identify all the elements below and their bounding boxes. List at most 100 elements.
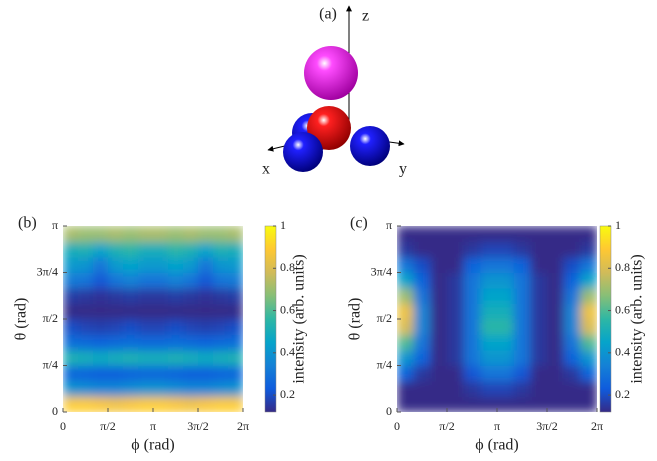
colorbar-tick-label: 0.2 bbox=[615, 387, 630, 401]
heat-cell bbox=[63, 381, 79, 397]
heat-cell bbox=[123, 242, 139, 258]
heat-cell bbox=[78, 288, 94, 304]
x-tick-label: 3π/2 bbox=[536, 419, 557, 433]
heat-cell bbox=[183, 304, 199, 320]
heat-cell bbox=[480, 366, 497, 382]
heat-cell bbox=[447, 319, 464, 335]
heat-cell bbox=[397, 226, 414, 242]
heat-cell bbox=[580, 335, 597, 351]
heat-cell bbox=[213, 273, 229, 289]
heat-cell bbox=[447, 273, 464, 289]
heat-cell bbox=[480, 257, 497, 273]
heat-cell bbox=[430, 257, 447, 273]
heat-cell bbox=[397, 335, 414, 351]
heat-cell bbox=[397, 350, 414, 366]
heat-cell bbox=[108, 319, 124, 335]
axis-label: y bbox=[399, 161, 407, 178]
heat-cell bbox=[480, 288, 497, 304]
colorbar-tick-label: 1 bbox=[615, 218, 621, 232]
heat-cell bbox=[564, 350, 581, 366]
heat-cell bbox=[123, 381, 139, 397]
heat-cell bbox=[447, 257, 464, 273]
heat-cell bbox=[78, 350, 94, 366]
heat-cell bbox=[93, 366, 109, 382]
heat-cell bbox=[497, 397, 514, 413]
heat-cell bbox=[530, 288, 547, 304]
heat-cell bbox=[514, 381, 531, 397]
heat-cell bbox=[547, 226, 564, 242]
heat-cell bbox=[168, 242, 184, 258]
heat-cell bbox=[547, 273, 564, 289]
heat-cell bbox=[228, 319, 244, 335]
colorbar bbox=[600, 226, 611, 412]
heatmap bbox=[397, 226, 598, 413]
heat-cell bbox=[93, 319, 109, 335]
heat-cell bbox=[198, 304, 214, 320]
heat-cell bbox=[414, 257, 431, 273]
heat-cell bbox=[153, 319, 169, 335]
heat-cell bbox=[580, 350, 597, 366]
heat-cell bbox=[547, 397, 564, 413]
heat-cell bbox=[153, 273, 169, 289]
heat-cell bbox=[480, 335, 497, 351]
heat-cell bbox=[580, 273, 597, 289]
x-axis-label: ϕ (rad) bbox=[131, 437, 175, 454]
heat-cell bbox=[213, 350, 229, 366]
heat-cell bbox=[78, 381, 94, 397]
heat-cell bbox=[530, 304, 547, 320]
heat-cell bbox=[464, 381, 481, 397]
heat-cell bbox=[480, 350, 497, 366]
heat-cell bbox=[564, 304, 581, 320]
heat-cell bbox=[480, 397, 497, 413]
heat-cell bbox=[464, 226, 481, 242]
x-tick-label: π bbox=[150, 419, 156, 433]
heat-cell bbox=[547, 350, 564, 366]
heat-cell bbox=[168, 273, 184, 289]
heat-cell bbox=[168, 226, 184, 242]
heat-cell bbox=[168, 288, 184, 304]
heat-cell bbox=[464, 257, 481, 273]
x-tick-label: 2π bbox=[237, 419, 249, 433]
heat-cell bbox=[63, 397, 79, 413]
heat-cell bbox=[168, 257, 184, 273]
heat-cell bbox=[153, 350, 169, 366]
heat-cell bbox=[183, 366, 199, 382]
heat-cell bbox=[108, 304, 124, 320]
heat-cell bbox=[93, 226, 109, 242]
x-axis-label: ϕ (rad) bbox=[475, 437, 519, 454]
heat-cell bbox=[497, 304, 514, 320]
heat-cell bbox=[63, 288, 79, 304]
heat-cell bbox=[480, 319, 497, 335]
heat-cell bbox=[198, 273, 214, 289]
heat-cell bbox=[198, 335, 214, 351]
y-tick-label: 0 bbox=[386, 404, 392, 418]
heat-cell bbox=[414, 242, 431, 258]
heat-cell bbox=[447, 335, 464, 351]
heat-cell bbox=[78, 273, 94, 289]
y-tick-label: 3π/4 bbox=[37, 264, 58, 278]
colorbar-label: intensity (arb. units) bbox=[291, 254, 308, 383]
heat-cell bbox=[108, 257, 124, 273]
heat-cell bbox=[530, 226, 547, 242]
y-tick-label: 3π/4 bbox=[371, 264, 392, 278]
heat-cell bbox=[123, 304, 139, 320]
heat-cell bbox=[138, 257, 154, 273]
heat-cell bbox=[183, 226, 199, 242]
heat-cell bbox=[198, 397, 214, 413]
heat-cell bbox=[414, 366, 431, 382]
heat-cell bbox=[530, 335, 547, 351]
y-tick-label: π/2 bbox=[377, 311, 392, 325]
panel-label: (a) bbox=[319, 6, 337, 23]
molecule-diagram: (a) z x y bbox=[262, 6, 407, 178]
y-tick-label: π/2 bbox=[43, 311, 58, 325]
x-tick-label: 3π/2 bbox=[187, 419, 208, 433]
heatmap-cells bbox=[397, 226, 598, 413]
heat-cell bbox=[198, 381, 214, 397]
heat-cell bbox=[397, 273, 414, 289]
heat-cell bbox=[430, 350, 447, 366]
heat-cell bbox=[464, 397, 481, 413]
atom bbox=[283, 132, 323, 172]
heat-cell bbox=[580, 288, 597, 304]
heat-cell bbox=[497, 242, 514, 258]
heat-cell bbox=[447, 288, 464, 304]
